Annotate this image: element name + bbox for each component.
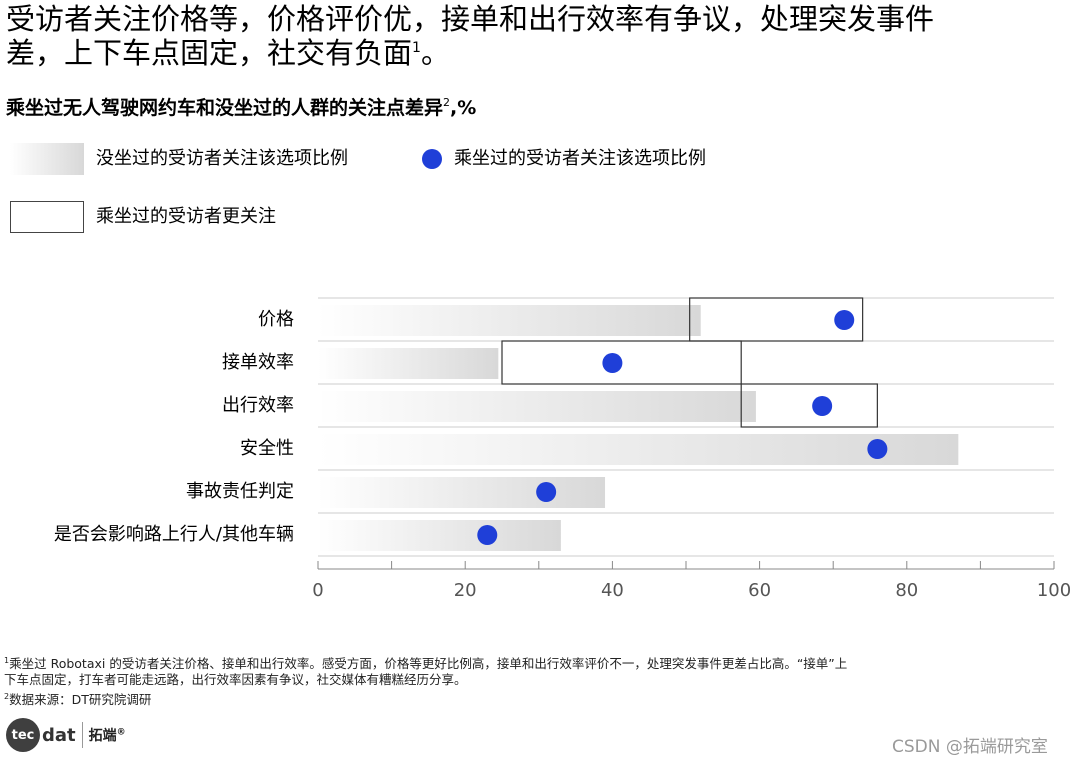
legend-label-ridden: 乘坐过的受访者关注该选项比例 [454, 148, 706, 169]
legend-label-more-attention: 乘坐过的受访者更关注 [96, 206, 276, 227]
highlight-box [740, 383, 878, 428]
x-tick-label: 0 [312, 580, 323, 601]
legend-box-swatch [10, 201, 84, 233]
subtitle-footnote-mark: 2 [443, 96, 451, 109]
dot [834, 310, 855, 330]
x-tick-label: 80 [895, 580, 918, 601]
logo: tec dat 拓端® [6, 718, 126, 752]
dot [812, 396, 833, 416]
bar [318, 391, 756, 422]
category-label: 价格 [258, 309, 294, 330]
dot [867, 439, 888, 459]
logo-divider [81, 722, 83, 748]
bars [318, 305, 959, 551]
dot [477, 525, 498, 545]
watermark: CSDN @拓端研究室 [892, 737, 1048, 757]
grid-lines [318, 297, 1054, 557]
highlight-box [501, 340, 742, 385]
highlight-box [689, 297, 864, 342]
category-label: 接单效率 [222, 352, 294, 373]
category-label: 安全性 [240, 438, 294, 459]
highlight-boxes [501, 297, 878, 428]
bar [318, 348, 499, 379]
x-tick-label: 40 [601, 580, 624, 601]
bar [318, 434, 959, 465]
logo-tec: tec [6, 718, 40, 752]
category-label: 出行效率 [222, 395, 294, 416]
page-title: 受访者关注价格等，价格评价优，接单和出行效率有争议，处理突发事件 差，上下车点固… [6, 2, 935, 70]
x-axis: 0 20 40 60 80 100 [312, 561, 1071, 601]
dot [602, 353, 623, 373]
dots [477, 310, 888, 545]
x-tick-label: 60 [748, 580, 771, 601]
x-tick-label: 100 [1037, 580, 1071, 601]
bar [318, 520, 561, 551]
legend-label-not-ridden: 没坐过的受访者关注该选项比例 [96, 148, 348, 169]
category-label: 是否会影响路上行人/其他车辆 [54, 524, 294, 545]
category-label: 事故责任判定 [186, 481, 294, 502]
logo-dat: dat [42, 724, 76, 746]
bar [318, 305, 701, 336]
legend-dot-swatch [422, 149, 442, 169]
x-tick-label: 20 [454, 580, 477, 601]
chart-subtitle: 乘坐过无人驾驶网约车和没坐过的人群的关注点差异2,% [6, 96, 477, 119]
footnote-2: 2数据来源：DT研究院调研 [4, 692, 152, 707]
logo-cn: 拓端® [88, 727, 126, 744]
legend-gradient-swatch [10, 143, 84, 175]
bar [318, 477, 606, 508]
footnote-1: 1乘坐过 Robotaxi 的受访者关注价格、接单和出行效率。感受方面，价格等更… [4, 656, 848, 687]
title-footnote-mark: 1 [412, 40, 421, 56]
dot [536, 482, 557, 502]
